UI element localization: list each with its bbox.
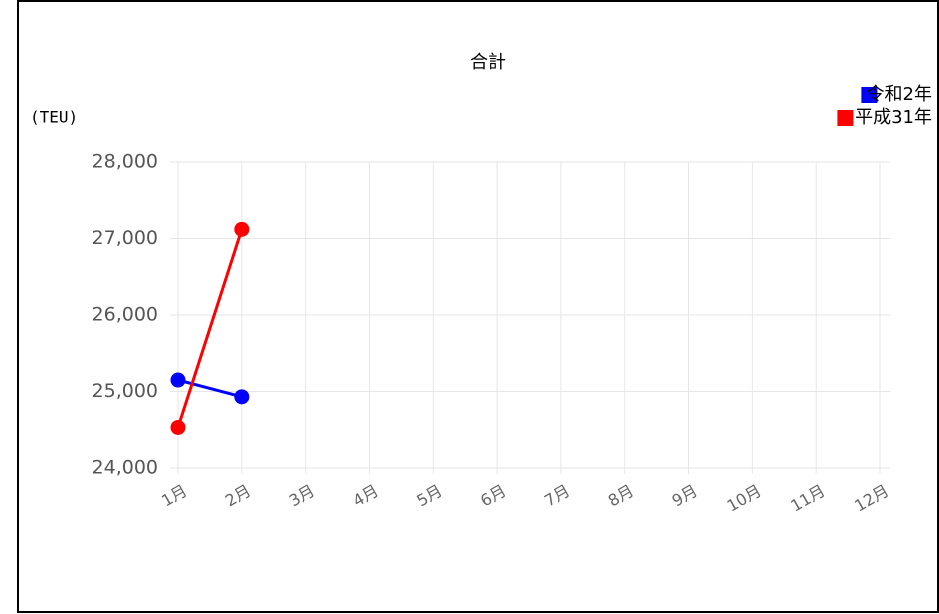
y-tick-label: 25,000 bbox=[92, 380, 158, 402]
point bbox=[170, 419, 186, 435]
y-tick-label: 27,000 bbox=[92, 227, 158, 249]
series-line bbox=[176, 228, 244, 428]
legend-label: 平成31年 bbox=[855, 107, 932, 128]
legend-swatch bbox=[837, 110, 854, 126]
point bbox=[170, 372, 186, 388]
point bbox=[234, 221, 250, 237]
y-tick-label: 28,000 bbox=[92, 151, 158, 173]
y-axis-label: (TEU) bbox=[30, 108, 78, 127]
point bbox=[234, 389, 250, 405]
y-tick-label: 24,000 bbox=[92, 457, 158, 479]
y-tick-label: 26,000 bbox=[92, 304, 158, 326]
legend-label: 令和2年 bbox=[867, 84, 932, 105]
chart-title: 合計 bbox=[470, 52, 506, 73]
legend-swatch bbox=[861, 87, 878, 103]
frame bbox=[17, 0, 939, 613]
series-line bbox=[177, 378, 243, 399]
